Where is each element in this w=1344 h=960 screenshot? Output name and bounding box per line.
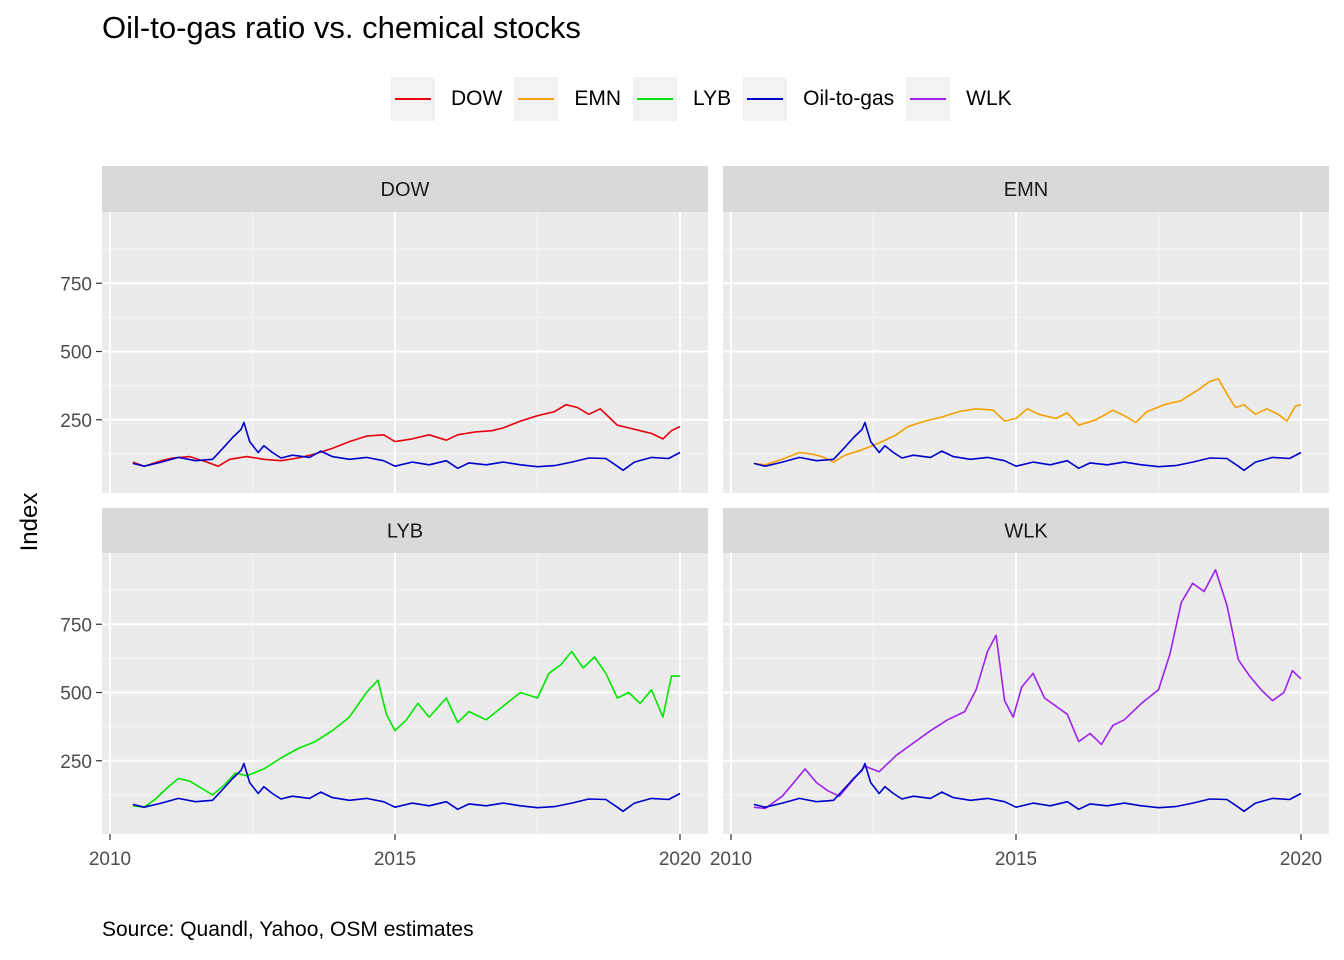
panel-wlk: WLK 2010 2015 2020	[710, 508, 1329, 870]
legend-key-wlk	[906, 77, 951, 121]
strip-lyb	[102, 508, 708, 553]
source-caption: Source: Quandl, Yahoo, OSM estimates	[102, 918, 474, 941]
y-tick-label: 750	[60, 615, 92, 636]
legend-item-emn: EMN	[514, 77, 625, 121]
legend-label-dow: DOW	[451, 87, 503, 110]
legend-item-dow: DOW	[391, 77, 506, 121]
x-tick-label: 2015	[995, 849, 1037, 870]
series-line-emn	[753, 378, 1302, 466]
series-line-oil-to-gas-dow	[132, 421, 681, 472]
y-tick-label: 250	[60, 411, 92, 432]
series-line-oil-to-gas-wlk	[753, 762, 1302, 813]
legend-key-emn	[514, 77, 559, 121]
legend-item-lyb: LYB	[633, 77, 735, 121]
strip-label-dow: DOW	[381, 179, 430, 201]
series-line-wlk	[753, 568, 1302, 810]
legend: DOW EMN LYB Oil-to-gas WLK	[391, 76, 1024, 122]
legend-item-wlk: WLK	[906, 77, 1016, 121]
legend-key-lyb	[633, 77, 677, 121]
y-tick-label: 500	[60, 343, 92, 364]
x-tick-label: 2020	[659, 849, 701, 870]
x-tick-label: 2010	[710, 849, 752, 870]
legend-label-lyb: LYB	[693, 87, 732, 110]
series-line-oil-to-gas-emn	[753, 421, 1302, 472]
legend-key-oil-to-gas	[743, 77, 788, 121]
series-line-oil-to-gas-lyb	[132, 762, 681, 813]
legend-label-wlk: WLK	[966, 87, 1012, 110]
panel-emn: EMN	[723, 166, 1329, 493]
strip-label-wlk: WLK	[1004, 521, 1048, 543]
x-tick-label: 2010	[89, 849, 131, 870]
legend-key-dow	[391, 77, 435, 121]
x-tick-label: 2015	[374, 849, 416, 870]
chart-title: Oil-to-gas ratio vs. chemical stocks	[102, 10, 581, 45]
series-line-dow	[132, 403, 681, 467]
strip-label-lyb: LYB	[387, 521, 423, 543]
y-tick-label: 750	[60, 274, 92, 295]
series-line-lyb	[132, 650, 680, 808]
y-tick-label: 500	[60, 684, 92, 705]
strip-wlk	[723, 508, 1329, 553]
strip-emn	[723, 166, 1329, 212]
strip-dow	[102, 166, 708, 212]
x-tick-label: 2020	[1280, 849, 1322, 870]
y-tick-label: 250	[60, 752, 92, 773]
strip-label-emn: EMN	[1004, 179, 1048, 201]
legend-label-oil-to-gas: Oil-to-gas	[803, 87, 895, 110]
panel-dow: DOW 250 500 750	[60, 166, 708, 493]
legend-label-emn: EMN	[574, 87, 621, 110]
legend-item-oil-to-gas: Oil-to-gas	[743, 77, 898, 121]
panel-lyb: LYB 250 500 750 2010 2015 2020	[60, 508, 708, 870]
